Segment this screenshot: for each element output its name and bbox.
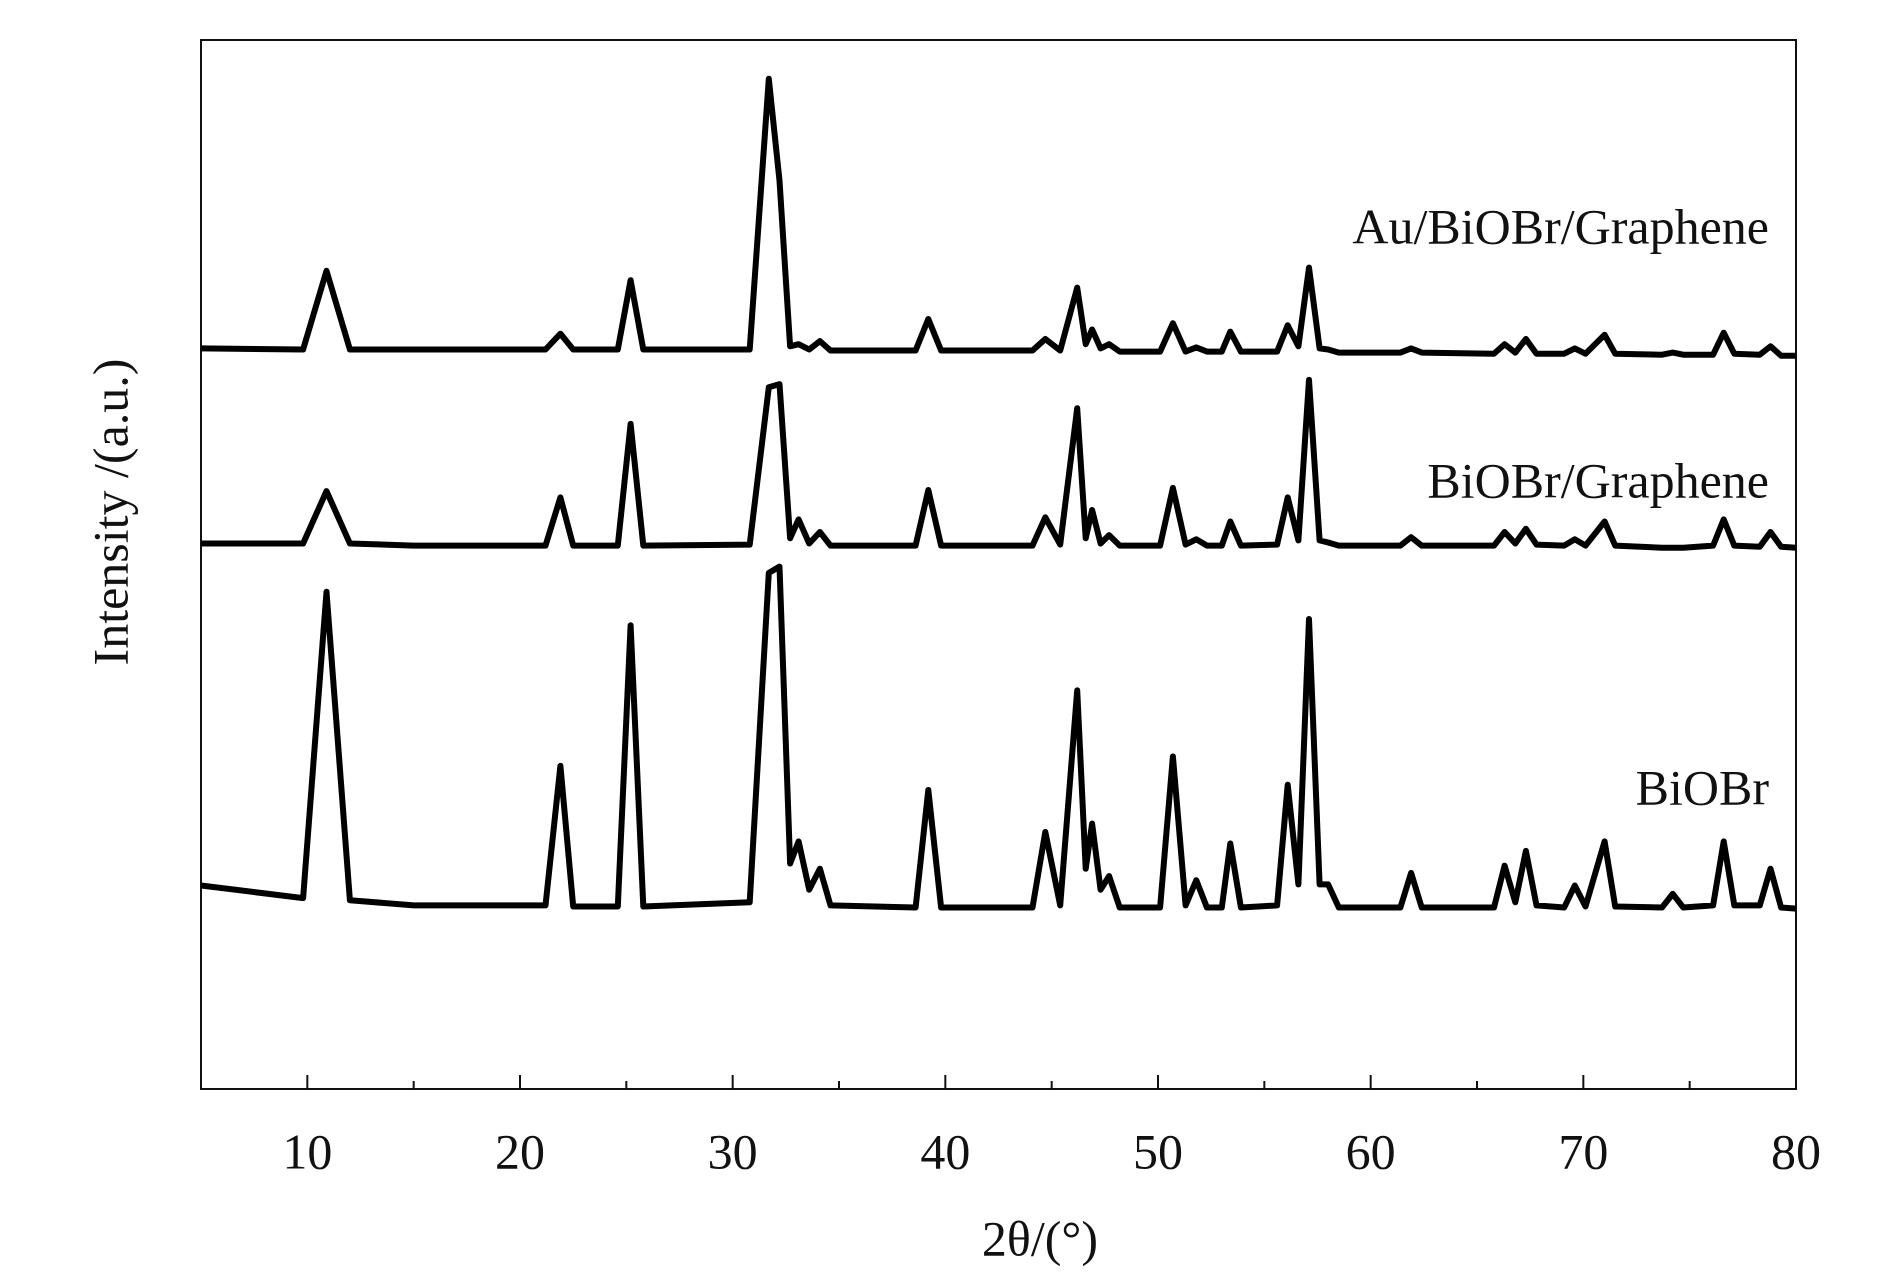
x-tick-label: 50 <box>1133 1123 1183 1179</box>
series-label: Au/BiOBr/Graphene <box>1352 198 1769 254</box>
xrd-pattern <box>201 376 1797 551</box>
x-tick-label: 20 <box>495 1123 545 1179</box>
x-tick-label: 30 <box>708 1123 758 1179</box>
x-axis-label: 2θ/(°) <box>982 1210 1098 1266</box>
plot-frame <box>200 39 1797 1090</box>
x-tick-label: 10 <box>282 1123 332 1179</box>
x-tick-label: 40 <box>920 1123 970 1179</box>
y-axis-label: Intensity /(a.u.) <box>82 359 138 666</box>
series-label: BiOBr/Graphene <box>1427 452 1769 508</box>
xrd-pattern <box>200 563 1797 912</box>
series-label: BiOBr <box>1636 759 1770 815</box>
xrd-pattern <box>200 75 1796 359</box>
x-tick-label: 60 <box>1346 1123 1396 1179</box>
x-tick-label: 70 <box>1558 1123 1608 1179</box>
x-tick-label: 80 <box>1771 1123 1821 1179</box>
